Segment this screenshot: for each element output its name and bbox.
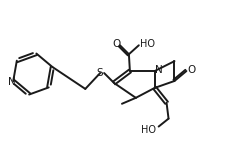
Text: S: S bbox=[97, 68, 103, 78]
Text: HO: HO bbox=[141, 124, 156, 134]
Text: N: N bbox=[8, 77, 16, 87]
Text: O: O bbox=[187, 65, 195, 75]
Text: N: N bbox=[155, 65, 163, 75]
Text: O: O bbox=[112, 39, 120, 49]
Text: HO: HO bbox=[140, 39, 155, 49]
